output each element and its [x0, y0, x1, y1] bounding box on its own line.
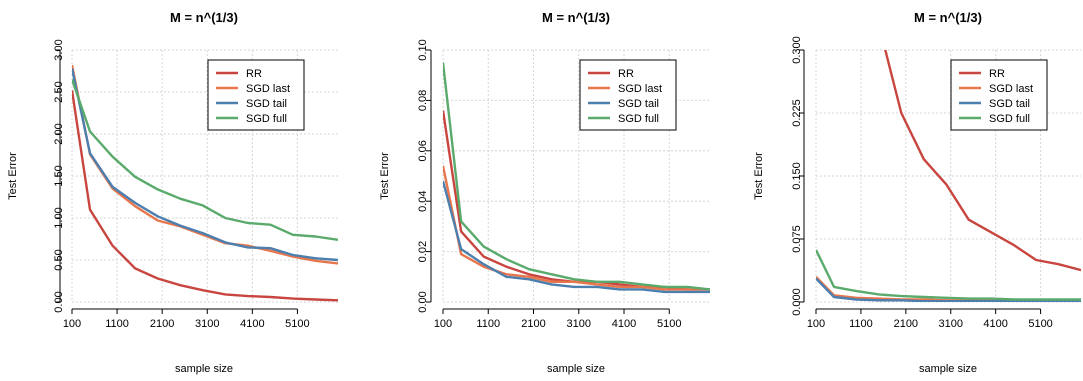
y-tick-label: 0.075: [791, 225, 803, 253]
x-tick-label: 5100: [657, 318, 681, 330]
y-tick-label: 0.300: [791, 36, 803, 64]
series-line-sgd-last: [443, 165, 710, 291]
y-tick-label: 0.10: [417, 39, 429, 60]
y-axis-label: Test Error: [379, 152, 391, 200]
series-line-sgd-tail: [816, 277, 1081, 302]
x-tick-label: 4100: [240, 318, 264, 330]
x-tick-label: 5100: [285, 318, 309, 330]
series-line-sgd-tail: [72, 68, 338, 262]
x-tick-label: 3100: [195, 318, 219, 330]
x-tick-label: 3100: [567, 318, 591, 330]
y-tick-label: 0.06: [417, 140, 429, 161]
legend-label: SGD full: [246, 113, 287, 125]
x-tick-label: 2100: [521, 318, 545, 330]
x-tick-label: 100: [807, 318, 825, 330]
y-tick-label: 1.00: [53, 207, 65, 228]
x-tick-label: 4100: [983, 318, 1007, 330]
chart-panel-3: 100 1100 2100 3100 4100 5100 0.000 0.075 0.150 0.…: [753, 10, 1081, 375]
series-line-sgd-full: [816, 249, 1081, 301]
y-tick-label: 2.50: [53, 81, 65, 102]
x-axis-label: sample size: [547, 363, 605, 375]
legend-label: SGD last: [246, 83, 290, 95]
x-tick-label: 1100: [105, 318, 129, 330]
y-tick-label: 0.000: [791, 288, 803, 316]
y-tick-label: 0.225: [791, 99, 803, 127]
x-tick-label: 3100: [939, 318, 963, 330]
legend-label: SGD tail: [618, 98, 659, 110]
legend: RR SGD last SGD tail SGD full: [950, 59, 1048, 131]
chart-panel-2: 100 1100 2100 3100 4100 5100 0.00 0.02 0.04 0.06 0…: [379, 10, 710, 375]
series-line-sgd-last: [72, 64, 338, 265]
chart-title: M = n^(1/3): [170, 10, 238, 25]
x-tick-label: 100: [63, 318, 81, 330]
x-axis-label: sample size: [175, 363, 233, 375]
y-tick-label: 0.00: [417, 291, 429, 312]
series-line-rr: [884, 50, 1081, 272]
chart-title: M = n^(1/3): [542, 10, 610, 25]
y-tick-label: 3.00: [53, 39, 65, 60]
y-tick-label: 0.02: [417, 241, 429, 262]
chart-title: M = n^(1/3): [914, 10, 982, 25]
y-axis-label: Test Error: [7, 152, 19, 200]
legend-label: RR: [618, 68, 634, 80]
x-tick-label: 5100: [1028, 318, 1052, 330]
x-tick-label: 1100: [476, 318, 500, 330]
series-line-sgd-tail: [443, 180, 710, 294]
legend-label: SGD full: [989, 113, 1030, 125]
series-line-sgd-full: [443, 62, 710, 291]
y-axis-label: Test Error: [753, 152, 765, 200]
legend-label: SGD full: [618, 113, 659, 125]
x-tick-label: 2100: [894, 318, 918, 330]
y-tick-label: 1.50: [53, 165, 65, 186]
legend-label: RR: [246, 68, 262, 80]
legend-label: SGD last: [989, 83, 1033, 95]
legend-label: RR: [989, 68, 1005, 80]
x-tick-label: 1100: [849, 318, 873, 330]
y-tick-label: 0.150: [791, 162, 803, 190]
y-tick-label: 0.00: [53, 291, 65, 312]
legend: RR SGD last SGD tail SGD full: [207, 59, 305, 131]
legend-label: SGD tail: [246, 98, 287, 110]
y-tick-label: 0.04: [417, 190, 429, 211]
x-tick-label: 100: [434, 318, 452, 330]
legend-label: SGD last: [618, 83, 662, 95]
x-tick-label: 2100: [150, 318, 174, 330]
x-tick-label: 4100: [612, 318, 636, 330]
y-tick-label: 2.00: [53, 123, 65, 144]
y-tick-label: 0.50: [53, 249, 65, 270]
legend: RR SGD last SGD tail SGD full: [579, 59, 677, 131]
series-line-sgd-full: [72, 79, 338, 241]
y-tick-label: 0.08: [417, 90, 429, 111]
chart-panel-1: 100 1100 2100 3100 4100 5100 0.00 0.50 1.00 1.50 2…: [7, 10, 338, 375]
series-line-rr: [72, 90, 338, 302]
x-axis-label: sample size: [919, 363, 977, 375]
legend-label: SGD tail: [989, 98, 1030, 110]
